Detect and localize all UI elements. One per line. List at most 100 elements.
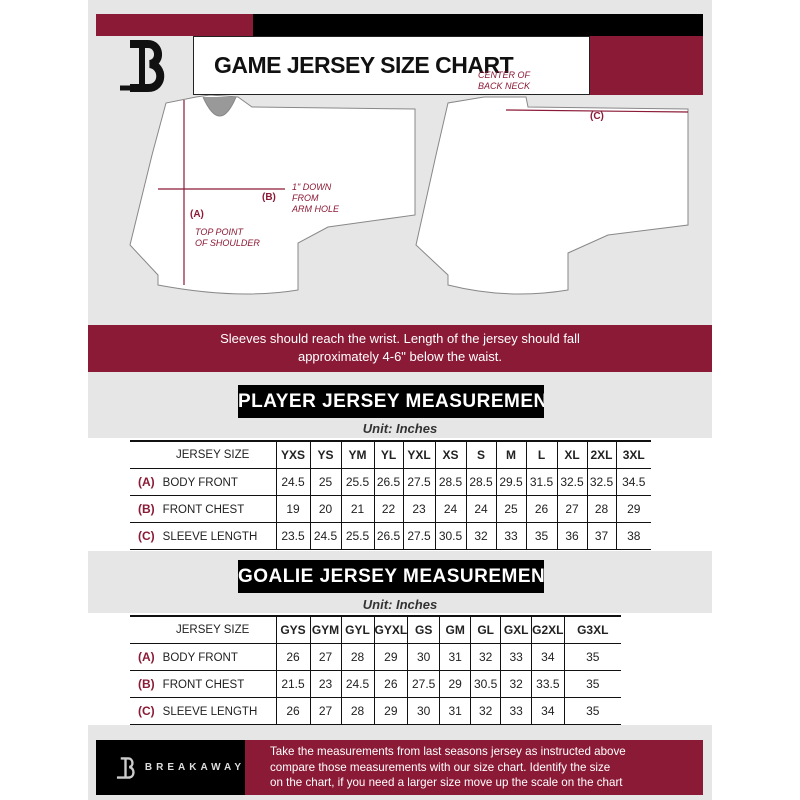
size-header: YL [373,441,403,468]
measurement-cell: 20 [309,495,341,522]
page-title: GAME JERSEY SIZE CHART [214,52,514,78]
breakaway-logo-small [116,756,135,779]
measurement-cell: 30.5 [470,670,501,697]
measurement-cell: 23 [309,670,341,697]
size-header: S [465,441,496,468]
measurement-cell: 21.5 [275,670,310,697]
measure-letter: (C) [138,528,155,543]
measure-name: FRONT CHEST [162,678,245,691]
size-header: GYXL [373,616,408,643]
measurement-cell: 26 [275,697,310,724]
measure-letter: (A) [138,474,155,489]
measurement-cell: 22 [373,495,403,522]
measurement-cell: 24.5 [309,522,341,549]
measurement-cell: 30 [407,643,440,670]
footer-instructions: Take the measurements from last seasons … [245,740,703,795]
measurement-cell: 32 [465,522,496,549]
measure-name: SLEEVE LENGTH [162,530,258,543]
measure-name: BODY FRONT [162,651,238,664]
measurement-cell: 34 [531,697,565,724]
measurement-cell: 32.5 [586,468,616,495]
goalie-unit: Unit: Inches [362,597,438,612]
measurement-cell: 26.5 [373,468,403,495]
size-header: M [495,441,526,468]
measurement-cell: 26 [275,643,310,670]
row-label: (C) SLEEVE LENGTH [130,697,276,724]
measure-name: BODY FRONT [162,476,238,489]
size-header: GYL [340,616,374,643]
measurement-cell: 32 [470,697,501,724]
measurement-cell: 28 [586,495,616,522]
measurement-cell: 33 [500,643,532,670]
size-header: GS [407,616,440,643]
size-header: G2XL [531,616,565,643]
table-row: (C) SLEEVE LENGTH 26 27 28 29 30 31 32 33 34 35 [130,697,622,724]
measurement-cell: 35 [563,643,622,670]
size-header: GYM [309,616,341,643]
row-label: (A) BODY FRONT [130,468,276,495]
back-jersey [415,96,689,295]
jersey-size-header: JERSEY SIZE [176,448,250,461]
measurement-cell: 35 [563,670,622,697]
measurement-cell: 23 [402,495,435,522]
table-row: (C) SLEEVE LENGTH 23.5 24.5 25.5 26.5 27.5 30.5… [130,522,651,549]
measurement-cell: 33 [500,697,532,724]
measurement-cell: 25 [495,495,526,522]
top-point-note: TOP POINT OF SHOULDER [195,227,260,248]
row-label: (C) SLEEVE LENGTH [130,522,276,549]
measure-letter: (B) [138,501,155,516]
jersey-size-header: JERSEY SIZE [176,623,250,636]
goalie-size-table: JERSEY SIZE GYS GYM GYL GYXL GS GM GL GXL G2XL G3X… [130,615,622,725]
measurement-cell: 27.5 [402,468,435,495]
measure-letter: (B) [138,676,155,691]
back-neck-note: CENTER OF BACK NECK [478,70,531,91]
measurement-cell: 28.5 [465,468,496,495]
measurement-cell: 19 [275,495,310,522]
arm-hole-note: 1" DOWN FROM ARM HOLE [292,182,340,214]
measure-letter: (C) [138,703,155,718]
measurement-cell: 29 [373,697,408,724]
size-header: G3XL [563,616,622,643]
measurement-cell: 29 [373,643,408,670]
table-row: (B) FRONT CHEST 21.5 23 24.5 26 27.5 29 30.5 32 33… [130,670,622,697]
measurement-cell: 27 [309,643,341,670]
title-accent [590,36,703,95]
measurement-cell: 27.5 [402,522,435,549]
size-header: GYS [275,616,310,643]
measure-name: SLEEVE LENGTH [162,705,258,718]
size-header: XL [556,441,587,468]
size-header: GXL [500,616,532,643]
size-header: YS [309,441,341,468]
measurement-cell: 24 [434,495,466,522]
measurement-cell: 23.5 [275,522,310,549]
measurement-cell: 31.5 [525,468,557,495]
measure-letter: (A) [138,649,155,664]
row-label: (A) BODY FRONT [130,643,276,670]
header-row: JERSEY SIZE GYS GYM GYL GYXL GS GM GL GXL G2XL G3X… [130,616,622,643]
measurement-cell: 27 [556,495,587,522]
player-unit: Unit: Inches [362,421,438,436]
measurement-cell: 24.5 [340,670,374,697]
measurement-cell: 32 [470,643,501,670]
jersey-diagram [129,95,689,295]
measurement-cell: 33 [495,522,526,549]
goalie-section-title: GOALIE JERSEY MEASUREMENTS [238,560,544,593]
measurement-cell: 36 [556,522,587,549]
footer-brand-box: BREAKAWAY [96,740,245,795]
measurement-cell: 29 [615,495,651,522]
measurement-cell: 28 [340,697,374,724]
label-c: (C) [590,111,604,122]
measurement-cell: 25 [309,468,341,495]
top-bar-black [253,14,703,36]
top-bar-maroon [96,14,253,36]
fit-instructions-banner: Sleeves should reach the wrist. Length o… [88,325,712,372]
measurement-cell: 24.5 [275,468,310,495]
breakaway-logo [118,38,174,103]
size-header: GL [470,616,501,643]
measurement-cell: 24 [465,495,496,522]
measurement-cell: 26 [373,670,408,697]
size-header: YM [340,441,374,468]
player-section-title: PLAYER JERSEY MEASUREMENTS [238,385,544,418]
brand-name: BREAKAWAY [144,762,245,773]
row-label: (B) FRONT CHEST [130,670,276,697]
